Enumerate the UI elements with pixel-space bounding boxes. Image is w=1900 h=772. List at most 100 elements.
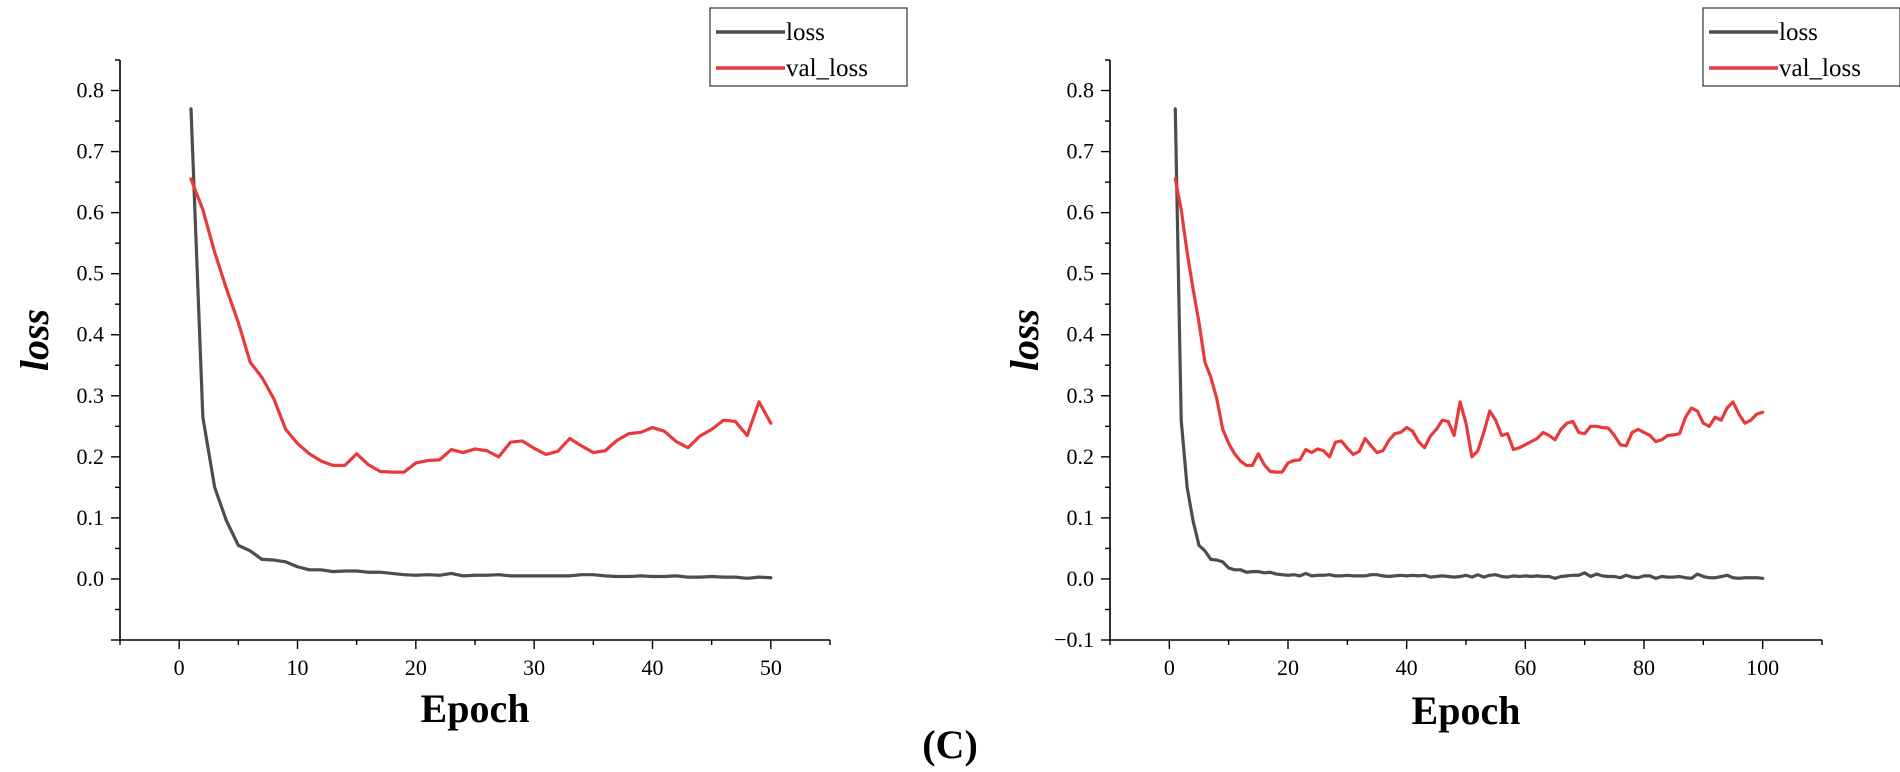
data-point (1607, 426, 1610, 430)
data-point (698, 434, 702, 438)
data-point (473, 447, 477, 451)
data-point (1251, 570, 1254, 573)
data-point (603, 574, 607, 578)
data-point (1518, 575, 1521, 578)
data-point (1761, 577, 1764, 580)
data-point (1666, 575, 1669, 579)
data-point (1203, 549, 1207, 553)
data-point (1197, 321, 1201, 324)
data-point (769, 576, 773, 579)
data-point (438, 574, 441, 577)
data-point (1530, 575, 1533, 578)
data-point (722, 419, 725, 422)
legend-box (709, 7, 908, 87)
data-point (1358, 574, 1361, 578)
data-point (1648, 574, 1652, 578)
data-point (1447, 420, 1450, 423)
data-point (1215, 397, 1219, 401)
data-point (710, 428, 713, 431)
data-point (272, 397, 276, 401)
data-point (1411, 574, 1414, 577)
data-point (1174, 177, 1177, 181)
data-point (1399, 574, 1402, 577)
data-point (1536, 437, 1539, 440)
data-point (1601, 574, 1604, 578)
data-point (627, 432, 631, 435)
data-point (1702, 575, 1705, 578)
data-point (1708, 425, 1711, 428)
series-points-loss (1174, 107, 1764, 580)
data-point (1755, 412, 1758, 416)
data-point (1334, 440, 1337, 444)
data-point (1435, 428, 1438, 431)
data-point (1280, 573, 1284, 576)
y-tick-label: 0.8 (77, 78, 105, 103)
data-point (426, 459, 429, 462)
legend-box (1702, 7, 1900, 87)
data-point (1684, 576, 1687, 579)
y-tick-label: 0.6 (1067, 200, 1095, 225)
data-point (1405, 426, 1408, 429)
data-point (615, 575, 619, 578)
data-point (568, 574, 571, 578)
data-point (1494, 419, 1497, 422)
data-point (1737, 577, 1741, 580)
data-point (1316, 574, 1319, 577)
data-point (1458, 575, 1462, 578)
data-point (225, 287, 228, 291)
data-point (1500, 575, 1503, 578)
data-point (1346, 574, 1349, 577)
data-point (1221, 560, 1224, 564)
data-point (544, 574, 548, 578)
data-point (473, 574, 477, 577)
data-point (461, 451, 465, 454)
data-point (1488, 409, 1491, 413)
legend-label-val-loss: val_loss (1779, 55, 1861, 82)
data-point (1690, 406, 1693, 410)
data-point (544, 453, 548, 456)
x-tick-label: 80 (1633, 655, 1655, 680)
data-point (1613, 575, 1616, 578)
data-point (1565, 574, 1569, 578)
data-point (674, 574, 678, 578)
data-point (308, 452, 311, 455)
x-axis-title: Epoch (421, 686, 530, 731)
data-point (1719, 575, 1723, 578)
data-point (1571, 574, 1575, 577)
data-point (1464, 422, 1468, 425)
data-point (319, 568, 323, 571)
data-point (1690, 577, 1693, 580)
data-point (248, 361, 252, 364)
data-point (1375, 573, 1379, 576)
y-tick-label: 0.4 (1067, 322, 1095, 347)
data-point (1393, 432, 1397, 435)
data-point (296, 565, 299, 568)
data-point (1381, 449, 1385, 452)
data-point (189, 177, 193, 181)
data-point (343, 464, 347, 467)
data-point (1233, 452, 1236, 455)
data-point (663, 575, 666, 578)
chart-1: 0.0 0.1 0.2 0.3 0.4 0.5 0.6 0.7 0.8 0 10 20 30 40 50 Ep… (12, 7, 908, 731)
data-point (1696, 572, 1699, 576)
data-point (1328, 455, 1331, 459)
data-point (450, 448, 453, 451)
data-point (1506, 432, 1509, 435)
data-point (1654, 577, 1658, 580)
legend: loss val_loss (709, 7, 908, 87)
data-point (1245, 571, 1248, 574)
data-point (367, 571, 370, 574)
data-point (1719, 419, 1723, 422)
data-point (1280, 470, 1284, 474)
data-point (201, 208, 205, 211)
data-point (1441, 574, 1444, 578)
data-point (1227, 442, 1230, 445)
data-point (1363, 574, 1367, 578)
data-point (355, 452, 358, 455)
data-point (1725, 406, 1729, 410)
data-point (1263, 571, 1266, 575)
data-point (1666, 434, 1669, 437)
data-point (1257, 452, 1260, 455)
data-point (1292, 459, 1296, 462)
